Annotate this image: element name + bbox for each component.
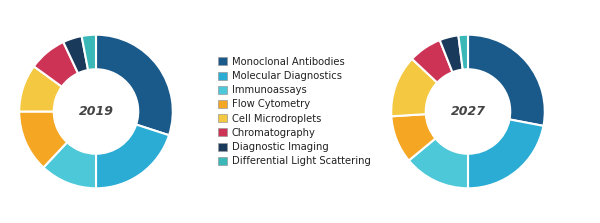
Wedge shape — [43, 142, 96, 188]
Wedge shape — [82, 35, 96, 70]
Wedge shape — [391, 114, 436, 161]
Circle shape — [54, 69, 138, 154]
Wedge shape — [64, 36, 88, 73]
Wedge shape — [391, 59, 437, 116]
Wedge shape — [468, 35, 545, 126]
Wedge shape — [458, 35, 468, 70]
Wedge shape — [34, 42, 78, 87]
Wedge shape — [412, 40, 452, 83]
Wedge shape — [440, 35, 463, 72]
Wedge shape — [19, 66, 62, 112]
Legend: Monoclonal Antibodies, Molecular Diagnostics, Immunoassays, Flow Cytometry, Cell: Monoclonal Antibodies, Molecular Diagnos… — [218, 57, 370, 166]
Wedge shape — [96, 125, 169, 188]
Wedge shape — [468, 119, 544, 188]
Wedge shape — [409, 138, 468, 188]
Wedge shape — [96, 35, 173, 135]
Text: 2027: 2027 — [451, 105, 485, 118]
Circle shape — [426, 69, 510, 154]
Text: 2019: 2019 — [79, 105, 113, 118]
Wedge shape — [19, 112, 67, 167]
